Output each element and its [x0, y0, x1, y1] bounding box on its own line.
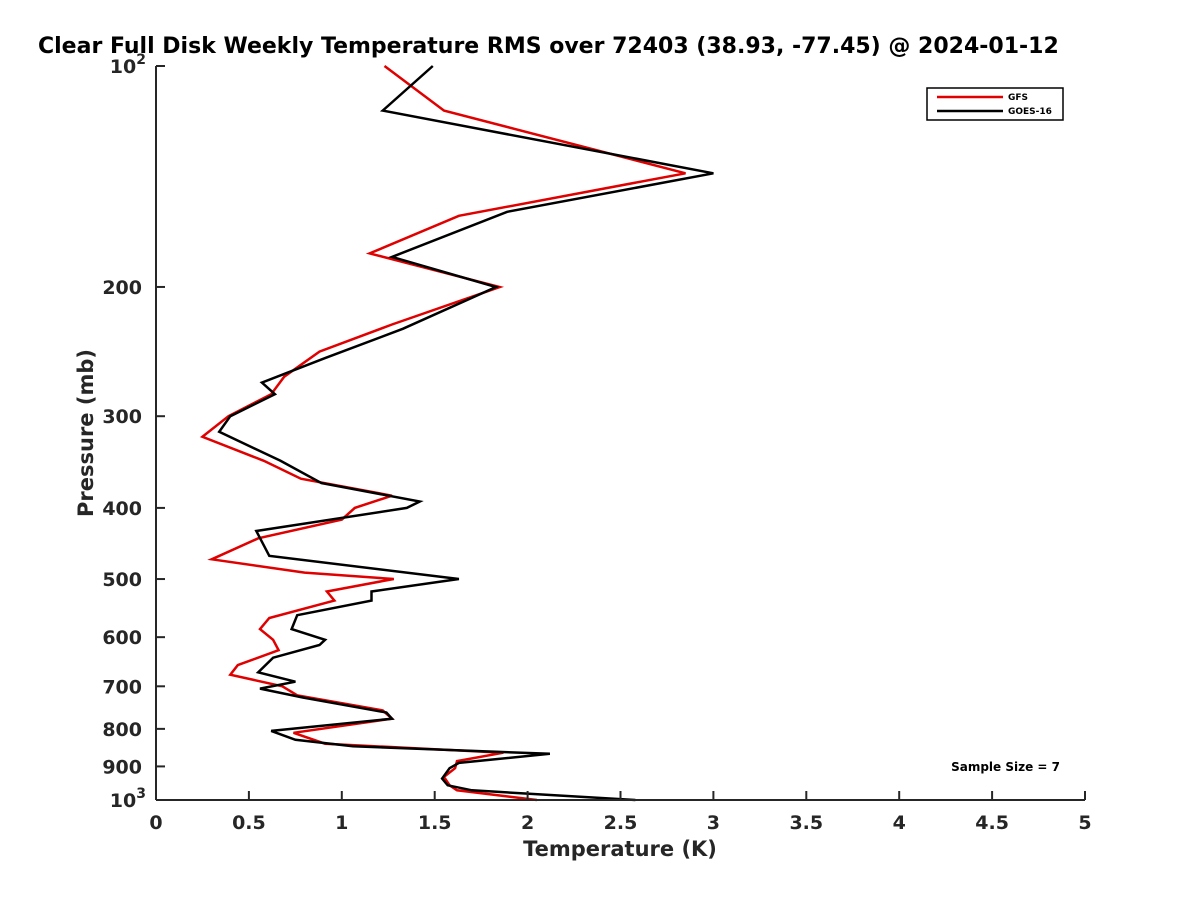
plot-area: 0 0.5 1 1.5 2 2.5 3 3.5 4 4.5 5 102 200 300 400 500 600 7…: [102, 52, 1091, 834]
legend-box: [926, 87, 1064, 121]
series-line-goes16: [217, 65, 714, 802]
x-tick-label: 1: [335, 812, 348, 834]
x-tick-label: 0.5: [232, 812, 266, 834]
y-tick-label: 900: [102, 756, 142, 778]
y-tick-label: 300: [102, 406, 142, 428]
x-tick-label: 2.5: [604, 812, 638, 834]
x-tick-label: 2: [521, 812, 534, 834]
y-tick-label: 102: [110, 52, 146, 78]
y-tick-label: 600: [102, 627, 142, 649]
legend-label-gfs: GFS: [1008, 93, 1028, 103]
legend: GFS GOES-16: [926, 87, 1064, 121]
x-tick-label: 3.5: [789, 812, 823, 834]
x-tick-label: 3: [707, 812, 720, 834]
sample-size-annotation: Sample Size = 7: [951, 760, 1060, 774]
x-tick-label: 4.5: [975, 812, 1009, 834]
legend-label-goes16: GOES-16: [1008, 107, 1052, 117]
x-tick-label: 4: [893, 812, 906, 834]
y-tick-label: 103: [110, 786, 146, 812]
y-axis-label: Pressure (mb): [74, 349, 98, 517]
x-tick-label: 1.5: [418, 812, 452, 834]
x-tick-label: 0: [149, 812, 162, 834]
chart-title: Clear Full Disk Weekly Temperature RMS o…: [38, 34, 1059, 59]
y-tick-label: 200: [102, 277, 142, 299]
y-tick-label: 400: [102, 498, 142, 520]
y-tick-label: 800: [102, 719, 142, 741]
y-tick-label: 700: [102, 676, 142, 698]
x-axis-label: Temperature (K): [523, 837, 717, 861]
x-tick-label: 5: [1078, 812, 1091, 834]
y-tick-label: 500: [102, 569, 142, 591]
